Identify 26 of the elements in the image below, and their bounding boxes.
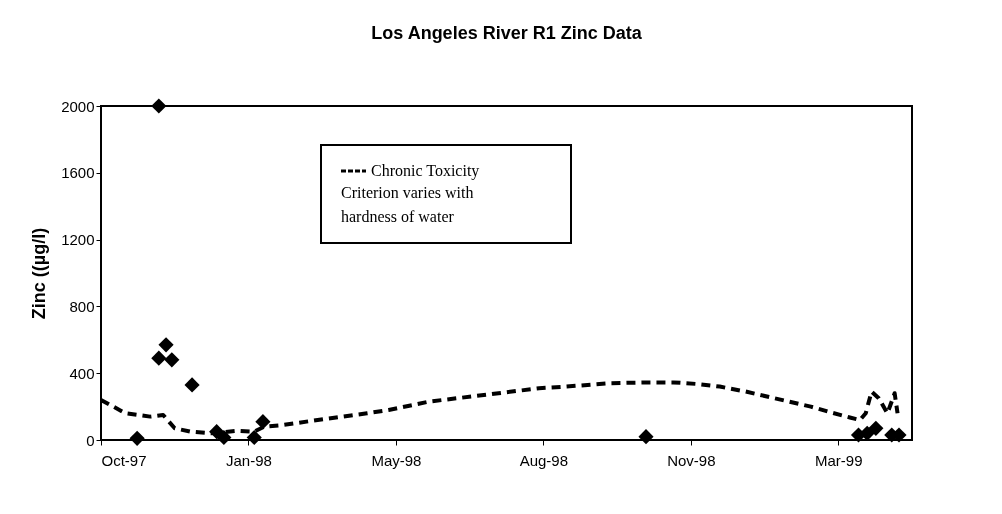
point [129,430,145,446]
y-axis-title: Zinc ((µg/l) [29,227,50,320]
y-tick-label: 1600 [61,164,95,182]
point [246,429,262,446]
y-tick-label: 400 [69,364,95,382]
point [255,414,271,430]
point [151,98,167,114]
x-tick-label: Jan-98 [226,451,272,469]
legend-label: Chronic Toxicity Criterion varies with hardness of water [341,162,480,225]
x-tick-label: Nov-98 [667,451,716,469]
y-tick-label: 2000 [61,97,95,115]
point [164,352,180,368]
point [868,420,884,436]
point [184,377,200,393]
x-tick-label: Oct-97 [101,451,147,469]
y-tick-label: 800 [69,297,95,315]
chart-title: Los Angeles River R1 Zinc Data [371,23,643,44]
y-tick-label: 1200 [61,231,95,249]
x-tick-label: Mar-99 [815,451,863,469]
x-tick-label: May-98 [371,451,422,469]
point [158,337,174,353]
point [638,429,654,445]
y-tick-label: 0 [86,431,95,449]
x-tick-label: Aug-98 [519,451,569,469]
point [216,429,232,446]
point [151,350,167,366]
